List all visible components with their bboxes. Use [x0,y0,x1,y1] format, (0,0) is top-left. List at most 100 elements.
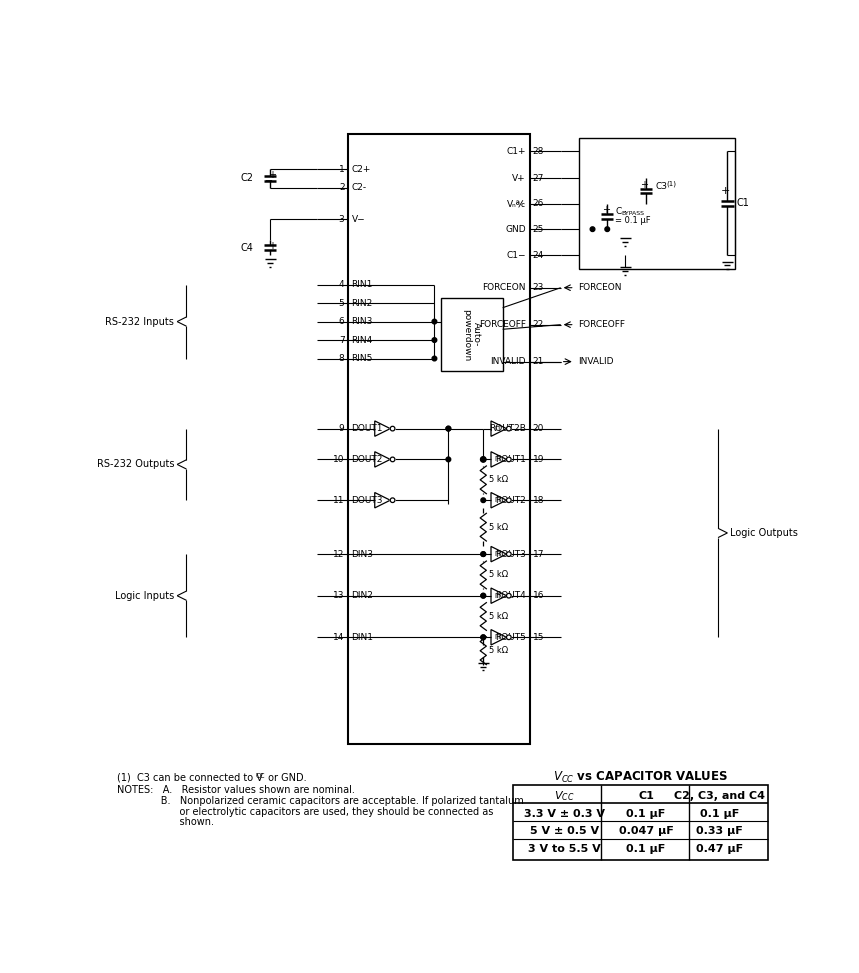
Text: 7: 7 [338,336,344,344]
Text: C2-: C2- [351,183,367,192]
Text: Π: Π [495,593,500,598]
Text: 15: 15 [533,632,545,642]
Text: 21: 21 [533,357,545,366]
Text: 0.1 μF: 0.1 μF [700,809,740,818]
Text: ROUT4: ROUT4 [495,592,526,600]
Text: DIN2: DIN2 [351,592,374,600]
Text: RIN2: RIN2 [351,299,373,307]
Circle shape [446,426,451,431]
Bar [441,299,503,371]
Text: V+: V+ [512,174,526,183]
Text: 2: 2 [339,183,344,192]
Text: +: + [722,187,730,197]
Text: RIN3: RIN3 [351,317,373,326]
Text: 0.47 μF: 0.47 μF [696,844,743,854]
Circle shape [481,457,485,462]
Text: Logic Outputs: Logic Outputs [730,528,798,538]
Text: 5: 5 [338,299,344,307]
Text: 0.1 μF: 0.1 μF [626,844,666,854]
Text: 24: 24 [533,251,544,260]
Text: 5 kΩ: 5 kΩ [490,612,509,621]
Text: Π: Π [495,425,500,432]
Text: C2, C3, and C4: C2, C3, and C4 [674,791,765,801]
Text: 5 kΩ: 5 kΩ [490,646,509,655]
Text: C1: C1 [737,198,750,208]
Text: B.   Nonpolarized ceramic capacitors are acceptable. If polarized tantalum: B. Nonpolarized ceramic capacitors are a… [117,796,523,806]
Text: 19: 19 [533,455,545,464]
Text: DOUT2: DOUT2 [351,455,383,464]
Text: DIN3: DIN3 [351,550,374,559]
Text: +: + [641,180,649,190]
Text: 3.3 V ± 0.3 V: 3.3 V ± 0.3 V [524,809,605,818]
Text: 3: 3 [338,215,344,224]
Text: DOUT1: DOUT1 [351,424,383,433]
Text: 14: 14 [333,632,344,642]
Circle shape [590,227,594,232]
Circle shape [432,319,436,324]
Text: C2+: C2+ [351,164,371,173]
Text: DIN1: DIN1 [351,632,374,642]
Text: RS-232 Outputs: RS-232 Outputs [96,459,174,469]
Circle shape [481,498,485,502]
Text: 3 V to 5.5 V: 3 V to 5.5 V [528,844,601,854]
Circle shape [481,552,485,557]
Text: shown.: shown. [117,817,214,827]
Circle shape [507,552,511,557]
Text: RIN4: RIN4 [351,336,373,344]
Bar [348,133,530,744]
Text: = 0.1 μF: = 0.1 μF [615,216,650,225]
Circle shape [507,426,511,431]
Text: RS-232 Inputs: RS-232 Inputs [105,316,174,327]
Circle shape [507,498,511,502]
Circle shape [432,356,436,361]
Text: FORCEOFF: FORCEOFF [478,320,526,329]
Text: 0.1 μF: 0.1 μF [626,809,666,818]
Text: CC: CC [255,773,265,778]
Text: $V_{CC}$: $V_{CC}$ [554,789,575,803]
Circle shape [480,456,486,462]
Text: (1)  C3 can be connected to V: (1) C3 can be connected to V [117,773,263,783]
Text: Π: Π [495,634,500,640]
Text: 12: 12 [333,550,344,559]
Text: +: + [268,170,276,180]
Text: −: − [265,176,272,187]
Text: FORCEON: FORCEON [578,283,621,292]
Text: 17: 17 [533,550,545,559]
Text: FORCEOFF: FORCEOFF [578,320,624,329]
Text: ROUT2B: ROUT2B [489,424,526,433]
Text: Π: Π [495,497,500,503]
Text: 0.047 μF: 0.047 μF [618,826,673,837]
Text: 9: 9 [338,424,344,433]
Text: ROUT5: ROUT5 [495,632,526,642]
Text: 4: 4 [339,280,344,289]
Text: C2: C2 [240,173,253,183]
Text: 6: 6 [338,317,344,326]
Text: 20: 20 [533,424,545,433]
Bar [514,785,768,860]
Text: DOUT3: DOUT3 [351,495,383,505]
Circle shape [481,552,485,557]
Text: INVALID: INVALID [490,357,526,366]
Text: Auto-
powerdown: Auto- powerdown [462,308,481,361]
Text: C1+: C1+ [506,147,526,156]
Text: 22: 22 [533,320,544,329]
Circle shape [432,338,436,342]
Text: FORCEON: FORCEON [483,283,526,292]
Text: C3: C3 [655,182,667,191]
Text: $V_{CC}$ vs CAPACITOR VALUES: $V_{CC}$ vs CAPACITOR VALUES [553,770,728,785]
Circle shape [481,635,485,639]
Text: +: + [601,205,610,215]
Text: BYPASS: BYPASS [621,211,644,216]
Text: ROUT1: ROUT1 [495,455,526,464]
Circle shape [605,227,610,232]
Text: 13: 13 [333,592,344,600]
Text: 5 kΩ: 5 kΩ [490,475,509,484]
Text: C1: C1 [638,791,654,801]
Circle shape [481,635,485,639]
Circle shape [481,594,485,598]
Text: V−: V− [351,215,365,224]
Text: +: + [268,241,276,251]
Text: 5 kΩ: 5 kΩ [490,523,509,531]
Text: 23: 23 [533,283,545,292]
Text: 11: 11 [333,495,344,505]
